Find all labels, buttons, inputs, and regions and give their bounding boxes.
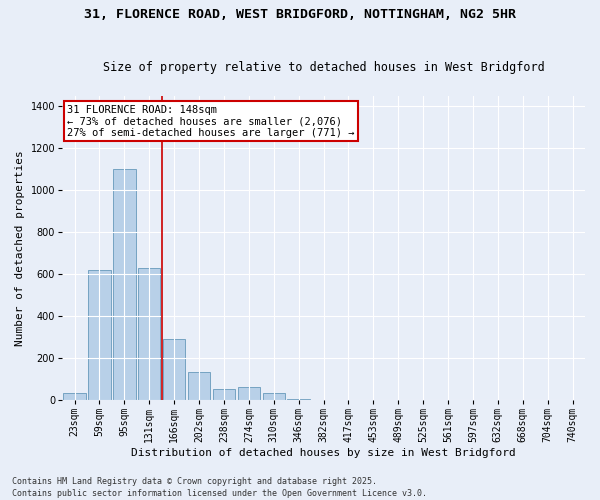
Y-axis label: Number of detached properties: Number of detached properties — [15, 150, 25, 346]
X-axis label: Distribution of detached houses by size in West Bridgford: Distribution of detached houses by size … — [131, 448, 516, 458]
Bar — [238, 387, 260, 400]
Bar — [263, 394, 285, 400]
Bar — [138, 268, 160, 400]
Bar — [64, 394, 86, 400]
Bar — [287, 398, 310, 400]
Title: Size of property relative to detached houses in West Bridgford: Size of property relative to detached ho… — [103, 60, 544, 74]
Bar — [88, 270, 110, 400]
Bar — [113, 169, 136, 400]
Bar — [213, 390, 235, 400]
Bar — [163, 339, 185, 400]
Text: 31, FLORENCE ROAD, WEST BRIDGFORD, NOTTINGHAM, NG2 5HR: 31, FLORENCE ROAD, WEST BRIDGFORD, NOTTI… — [84, 8, 516, 20]
Bar — [188, 372, 210, 400]
Text: 31 FLORENCE ROAD: 148sqm
← 73% of detached houses are smaller (2,076)
27% of sem: 31 FLORENCE ROAD: 148sqm ← 73% of detach… — [67, 104, 355, 138]
Text: Contains HM Land Registry data © Crown copyright and database right 2025.
Contai: Contains HM Land Registry data © Crown c… — [12, 476, 427, 498]
